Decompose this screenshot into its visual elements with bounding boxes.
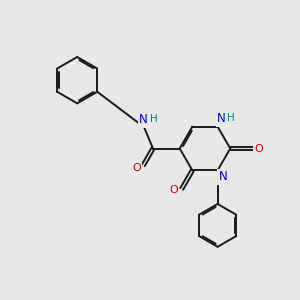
Text: O: O — [255, 143, 263, 154]
Text: O: O — [132, 163, 141, 173]
Text: N: N — [139, 113, 148, 126]
Text: N: N — [219, 170, 227, 183]
Text: N: N — [217, 112, 226, 125]
Text: O: O — [169, 185, 178, 195]
Text: H: H — [150, 114, 158, 124]
Text: H: H — [226, 113, 234, 123]
